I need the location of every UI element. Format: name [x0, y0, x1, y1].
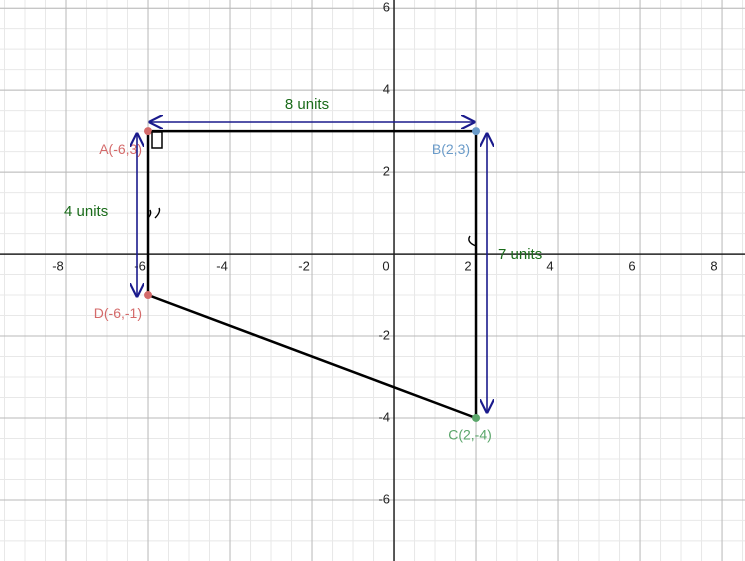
point-label: B(2,3) [432, 141, 470, 157]
y-tick-label: 2 [383, 164, 390, 179]
point [472, 413, 481, 422]
x-tick-label: 8 [710, 259, 717, 274]
hash [147, 207, 161, 219]
x-tick-label: 0 [382, 259, 389, 274]
marks: -8 -6 -4 -2 0 2 4 6 8 -6 -4 -2 2 4 6 A(-6,3) B(2,3) C(2,-… [52, 0, 717, 506]
point-label: A(-6,3) [99, 141, 142, 157]
x-tick-label: -8 [52, 259, 64, 274]
y-tick-label: 6 [383, 0, 390, 15]
hash [468, 235, 477, 247]
y-tick-label: -2 [378, 327, 390, 342]
x-tick-label: -4 [216, 259, 228, 274]
x-tick-label: -6 [134, 259, 146, 274]
point-label: C(2,-4) [448, 427, 492, 443]
x-tick-label: 2 [464, 259, 471, 274]
y-tick-label: -4 [378, 409, 390, 424]
right-angle [151, 131, 163, 149]
point [144, 291, 153, 300]
y-tick-label: 4 [383, 82, 390, 97]
y-tick-label: -6 [378, 491, 390, 506]
annotation: 4 units [64, 203, 108, 220]
point [144, 127, 153, 136]
x-tick-label: 4 [546, 259, 553, 274]
x-tick-label: -2 [298, 259, 310, 274]
point [472, 127, 481, 136]
x-tick-label: 6 [628, 259, 635, 274]
point-label: D(-6,-1) [94, 305, 142, 321]
annotation: 8 units [285, 96, 329, 113]
annotation: 7 units [498, 246, 542, 263]
